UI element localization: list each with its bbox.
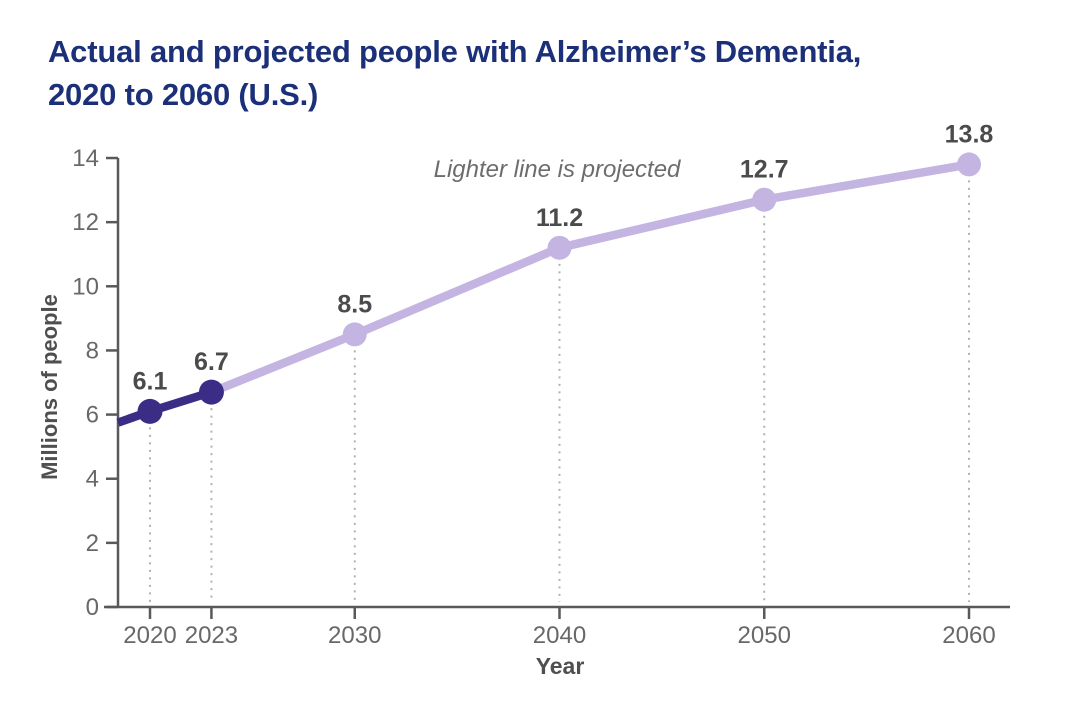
x-tick-label-2050: 2050 — [738, 622, 791, 649]
annotation-projected-note: Lighter line is projected — [434, 156, 681, 183]
data-point-2020 — [137, 398, 163, 424]
data-point-label-2020: 6.1 — [133, 367, 168, 395]
chart-title: Actual and projected people with Alzheim… — [48, 30, 1038, 116]
data-point-2023 — [198, 379, 224, 405]
x-tick-label-2040: 2040 — [533, 622, 586, 649]
y-tick-label-4: 4 — [86, 466, 99, 493]
projected-line — [207, 160, 974, 397]
data-point-label-2050: 12.7 — [740, 156, 789, 184]
y-axis-title: Millions of people — [37, 294, 62, 480]
chart-title-line-1: Actual and projected people with Alzheim… — [48, 34, 862, 69]
data-point-2050 — [752, 187, 777, 212]
y-tick-label-2: 2 — [86, 530, 99, 557]
data-point-label-2030: 8.5 — [337, 290, 372, 318]
y-tick-label-6: 6 — [86, 402, 99, 429]
data-point-label-2040: 11.2 — [536, 204, 583, 232]
y-tick-label-0: 0 — [86, 594, 99, 621]
data-point-2060 — [957, 152, 981, 177]
x-tick-label-2020: 2020 — [123, 622, 176, 649]
actual-line — [116, 388, 213, 427]
data-point-label-2023: 6.7 — [194, 348, 229, 376]
y-tick-label-8: 8 — [86, 337, 99, 364]
y-tick-label-14: 14 — [72, 145, 99, 172]
x-tick-label-2030: 2030 — [328, 622, 381, 649]
data-point-2040 — [547, 235, 572, 260]
chart-title-line-2: 2020 to 2060 (U.S.) — [48, 77, 319, 112]
x-axis-title: Year — [536, 653, 585, 679]
data-point-2030 — [342, 322, 367, 347]
x-tick-label-2023: 2023 — [185, 622, 238, 649]
y-tick-label-12: 12 — [72, 209, 99, 236]
x-tick-label-2060: 2060 — [942, 622, 995, 649]
data-point-label-2060: 13.8 — [945, 120, 994, 148]
y-tick-label-10: 10 — [72, 273, 99, 300]
